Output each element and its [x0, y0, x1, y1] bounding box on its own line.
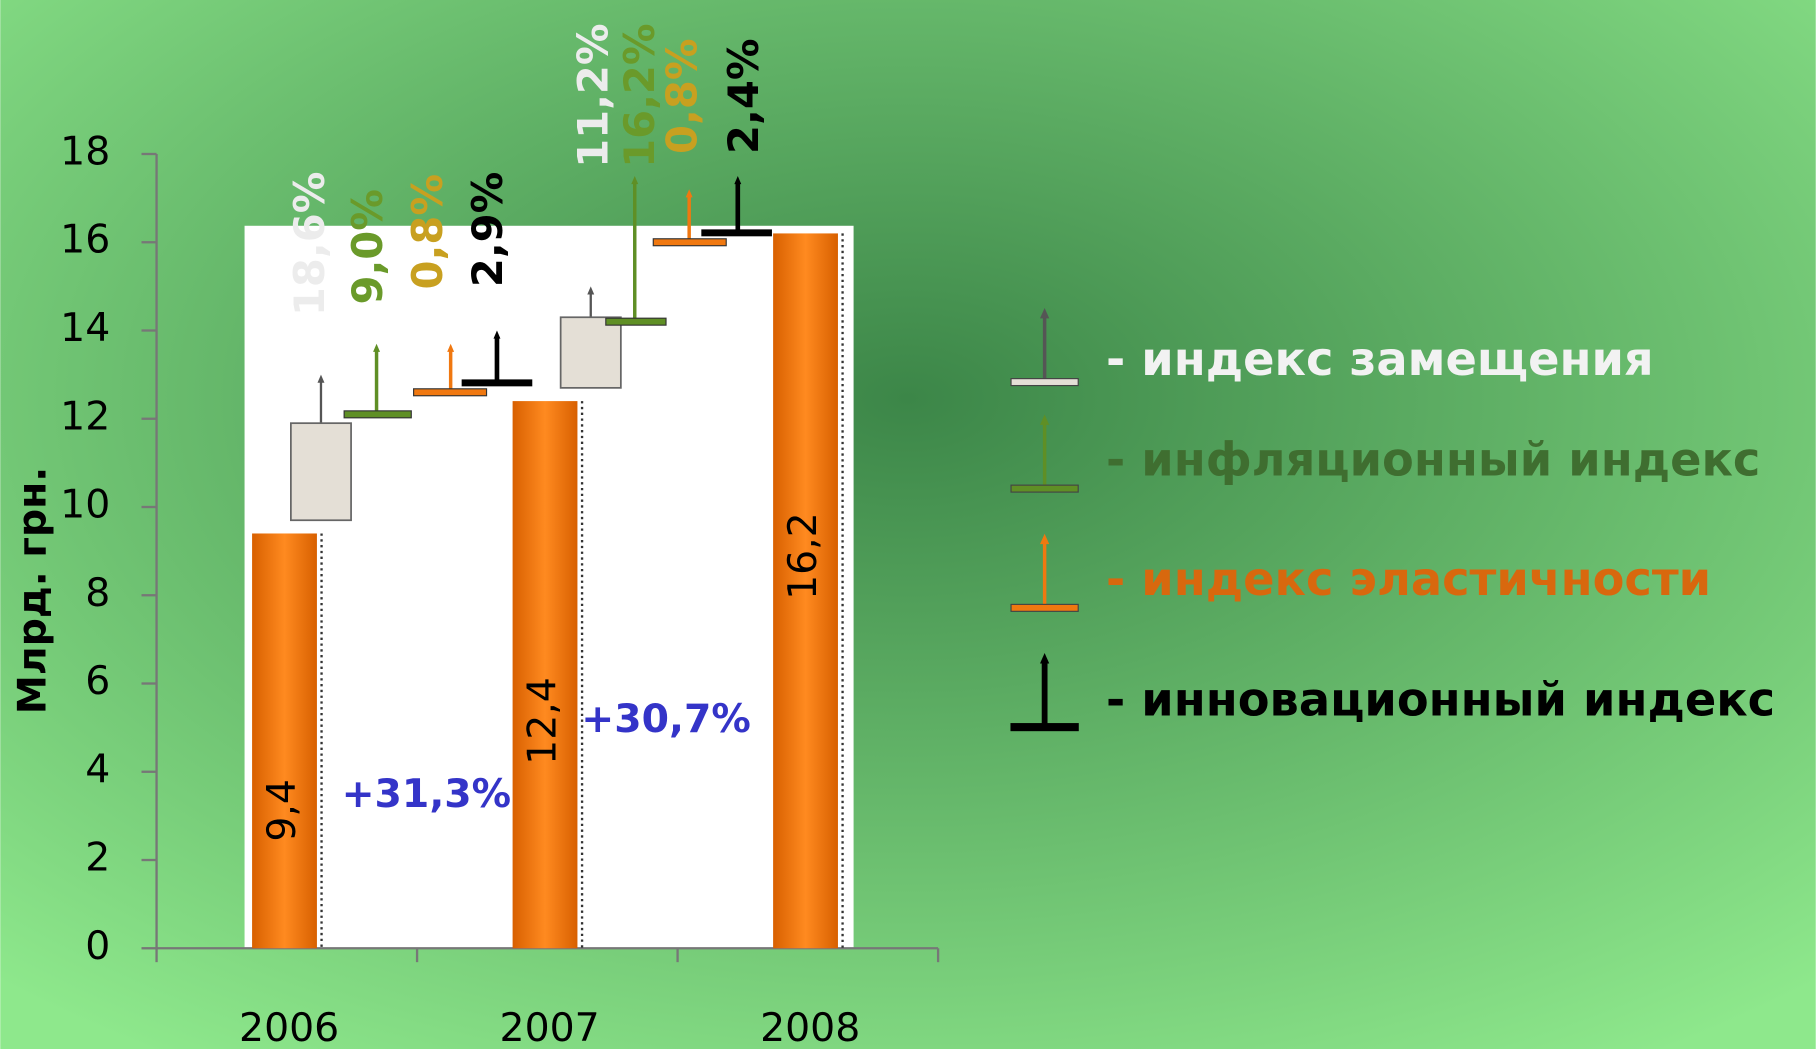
index-spike-tip — [493, 330, 501, 339]
index-label: 0,8% — [403, 174, 452, 290]
y-tick-label: 4 — [85, 746, 110, 792]
legend-spike-tip — [1039, 533, 1050, 545]
index-label: 16,2% — [615, 23, 664, 168]
legend-spike-tip — [1039, 414, 1050, 425]
value-label: 9,4 — [259, 779, 305, 842]
bar — [252, 533, 317, 949]
value-label: 12,4 — [520, 677, 566, 765]
index-spike-tip — [631, 176, 639, 185]
index-label: 11,2% — [569, 23, 618, 168]
index-spike-tip — [447, 343, 455, 352]
substitution-box — [290, 422, 352, 522]
legend-spike-tip — [1039, 307, 1050, 319]
index-base — [605, 317, 667, 326]
legend-base — [1010, 484, 1079, 493]
substitution-wick-tip — [317, 374, 325, 383]
y-tick-label: 2 — [85, 835, 110, 881]
index-spike-tip — [373, 343, 381, 352]
y-axis-label: Млрд. грн. — [9, 467, 55, 715]
index-label: 2,4% — [719, 38, 768, 154]
y-tick-label: 14 — [60, 305, 110, 351]
index-label: 18,6% — [285, 172, 334, 317]
y-tick-label: 10 — [60, 482, 110, 528]
growth-annotation: +31,3% — [342, 771, 512, 817]
x-tick-label: 2007 — [500, 1005, 600, 1049]
legend-base — [1010, 723, 1079, 732]
legend-label: - индекс замещения — [1106, 332, 1654, 386]
y-tick-label: 18 — [60, 128, 110, 174]
legend-label: - индекс эластичности — [1106, 552, 1711, 606]
legend-label: - инновационный индекс — [1106, 672, 1775, 726]
growth-annotation: +30,7% — [581, 696, 751, 742]
legend-base — [1010, 378, 1079, 387]
y-tick-label: 0 — [85, 923, 110, 969]
index-spike-tip — [685, 189, 693, 198]
y-tick-label: 16 — [60, 217, 110, 263]
index-spike-tip — [734, 176, 742, 185]
y-tick-label: 6 — [85, 658, 110, 704]
index-base — [652, 238, 727, 247]
legend-base — [1010, 603, 1079, 612]
y-tick-label: 8 — [85, 570, 110, 616]
substitution-wick-tip — [587, 286, 595, 295]
index-base — [461, 379, 533, 387]
x-tick-label: 2008 — [760, 1005, 860, 1049]
bar — [773, 233, 838, 949]
legend-spike-tip — [1039, 653, 1050, 664]
value-label: 16,2 — [780, 512, 826, 600]
index-base — [413, 388, 488, 397]
substitution-box — [559, 316, 622, 389]
index-base — [343, 410, 412, 419]
index-base — [701, 229, 772, 237]
index-label: 2,9% — [463, 172, 512, 288]
legend-label: - инфляционный индекс — [1106, 433, 1760, 487]
index-label: 9,0% — [343, 189, 392, 305]
bar — [512, 401, 578, 949]
x-tick-label: 2006 — [239, 1005, 339, 1049]
index-label: 0,8% — [658, 38, 707, 154]
y-tick-label: 12 — [60, 393, 110, 439]
